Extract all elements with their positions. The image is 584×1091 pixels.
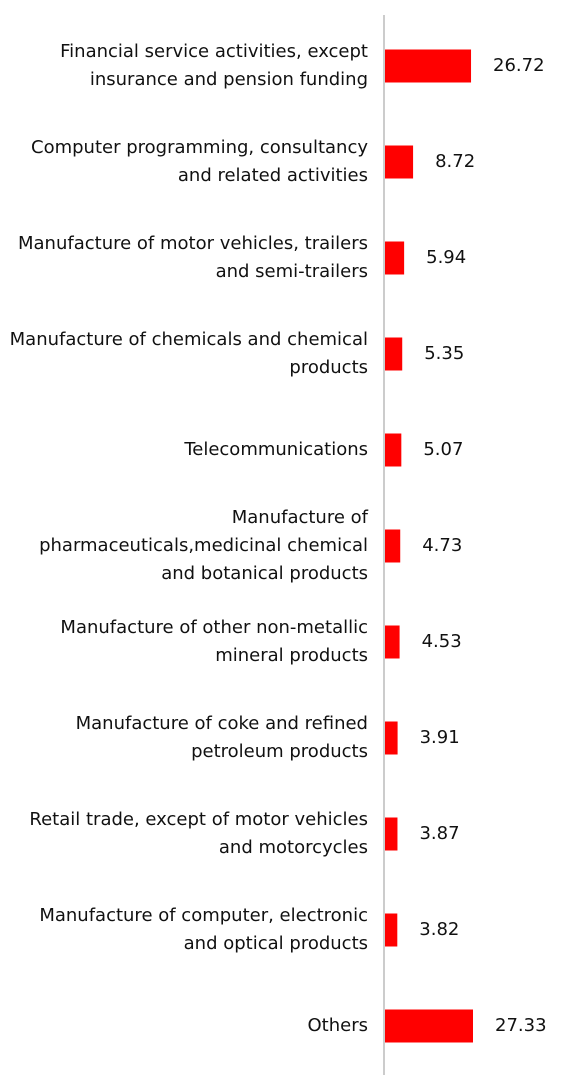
value-label: 27.33 xyxy=(495,1015,547,1036)
category-text: Manufacture of other non-metallic minera… xyxy=(60,617,368,666)
category-text: Manufacture of pharmaceuticals,medicinal… xyxy=(39,507,368,584)
value-label: 4.53 xyxy=(422,631,462,652)
category-label: Financial service activities, except ins… xyxy=(4,18,368,114)
category-text: Others xyxy=(307,1015,369,1036)
category-label: Computer programming, consultancy and re… xyxy=(4,114,368,210)
bar xyxy=(385,913,398,947)
bar xyxy=(385,49,472,83)
category-label: Retail trade, except of motor vehicles a… xyxy=(4,786,368,882)
category-text: Computer programming, consultancy and re… xyxy=(31,137,368,186)
bar xyxy=(385,145,414,179)
bar xyxy=(385,433,402,467)
bar xyxy=(385,337,403,371)
bar xyxy=(385,625,400,659)
category-label: Manufacture of computer, electronic and … xyxy=(4,882,368,978)
category-label: Manufacture of chemicals and chemical pr… xyxy=(4,306,368,402)
category-label: Telecommunications xyxy=(4,402,368,498)
category-text: Telecommunications xyxy=(184,439,368,460)
bar xyxy=(385,817,398,851)
value-label: 5.94 xyxy=(426,247,466,268)
value-label: 3.82 xyxy=(419,919,459,940)
category-label: Manufacture of other non-metallic minera… xyxy=(4,594,368,690)
value-label: 26.72 xyxy=(493,55,545,76)
value-label: 5.07 xyxy=(423,439,463,460)
category-text: Retail trade, except of motor vehicles a… xyxy=(29,809,368,858)
category-label: Others xyxy=(4,978,369,1074)
value-label: 3.91 xyxy=(420,727,460,748)
category-text: Manufacture of motor vehicles, trailers … xyxy=(18,233,368,282)
value-label: 4.73 xyxy=(422,535,462,556)
category-label: Manufacture of motor vehicles, trailers … xyxy=(4,210,368,306)
category-text: Financial service activities, except ins… xyxy=(60,41,368,90)
bar xyxy=(385,241,405,275)
category-text: Manufacture of computer, electronic and … xyxy=(39,905,368,954)
bar xyxy=(385,529,401,563)
value-label: 8.72 xyxy=(435,151,475,172)
category-text: Manufacture of chemicals and chemical pr… xyxy=(9,329,368,378)
category-label: Manufacture of pharmaceuticals,medicinal… xyxy=(4,498,368,594)
category-label: Manufacture of coke and refined petroleu… xyxy=(4,690,368,786)
value-label: 5.35 xyxy=(424,343,464,364)
value-label: 3.87 xyxy=(419,823,459,844)
bar xyxy=(385,721,398,755)
bar xyxy=(385,1009,473,1043)
category-text: Manufacture of coke and refined petroleu… xyxy=(75,713,368,762)
